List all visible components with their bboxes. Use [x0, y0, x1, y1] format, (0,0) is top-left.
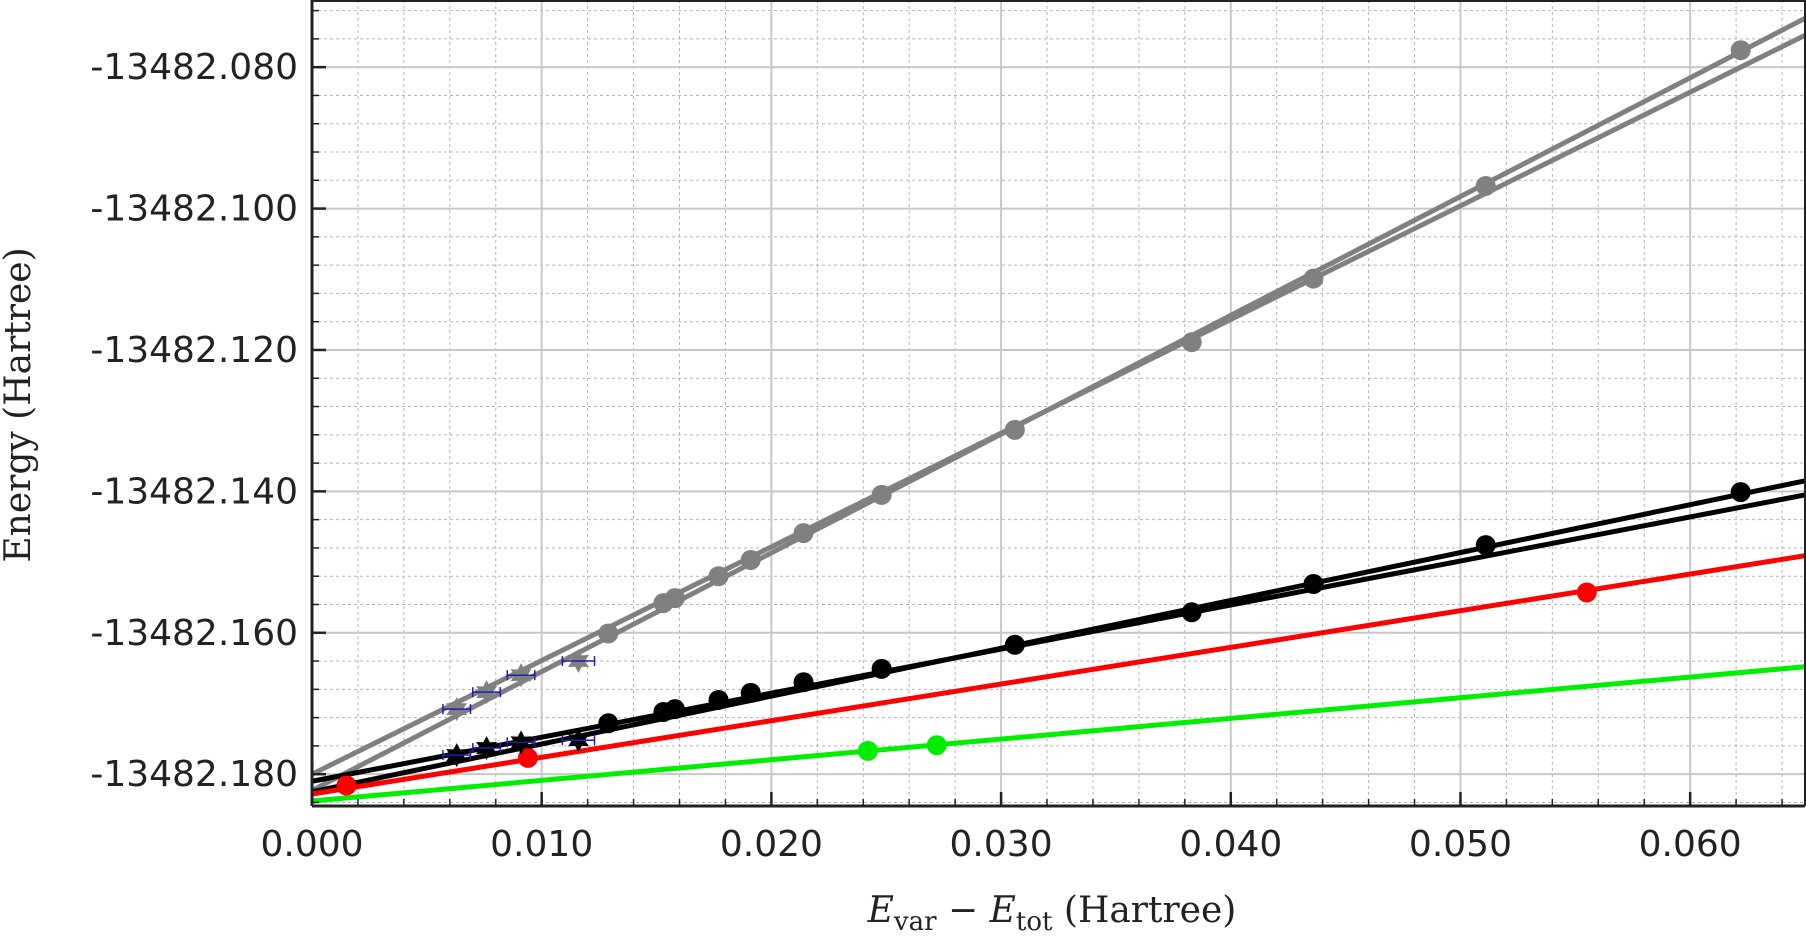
green-points-point	[857, 740, 878, 761]
black-points-point	[1475, 535, 1496, 556]
grid	[311, 0, 1805, 806]
gray-points-fit-line	[310, 33, 1806, 777]
red-points-point	[1576, 582, 1597, 603]
gray-points-point	[1303, 268, 1324, 289]
fit-lines	[310, 16, 1806, 804]
gray-points-point	[1004, 419, 1025, 440]
x-label-sub-tot: tot	[1016, 907, 1053, 935]
gray-points-point	[1181, 332, 1202, 353]
black-points-point	[793, 672, 814, 693]
y-tick-label: -13482.140	[90, 471, 298, 512]
gray-points-point	[740, 549, 761, 570]
red-points-point	[517, 747, 538, 768]
x-tick-label: 0.050	[1409, 824, 1512, 865]
x-tick-label: 0.030	[950, 824, 1053, 865]
x-tick-label: 0.060	[1639, 824, 1742, 865]
black-points-point	[740, 682, 761, 703]
data-markers	[336, 40, 1751, 796]
tick-labels: 0.000 0.010 0.020 0.030 0.040 0.050 0.060 -1348…	[90, 47, 1741, 865]
black-points-fit-line	[311, 492, 1806, 784]
x-label-minus: −	[937, 890, 990, 931]
y-tick-label: -13482.120	[90, 330, 298, 371]
gray-points-point	[653, 593, 674, 614]
green-points-point	[926, 735, 947, 756]
black-points-point	[598, 713, 619, 734]
x-label-energy-var: E	[867, 890, 894, 931]
gray-points-point	[871, 484, 892, 505]
black-points-point	[1303, 573, 1324, 594]
x-axis-label: Evar − Etot (Hartree)	[867, 890, 1237, 935]
axes	[310, 0, 1806, 808]
gray-points-point	[708, 566, 729, 587]
gray-points-point	[1730, 40, 1751, 61]
y-tick-label: -13482.100	[90, 189, 298, 230]
y-tick-label: -13482.080	[90, 47, 298, 88]
green-points-fit-line	[311, 664, 1806, 804]
black-points-point	[1181, 602, 1202, 623]
gray-points-point	[1475, 175, 1496, 196]
gray-points-point	[598, 623, 619, 644]
black-points-point	[1730, 482, 1751, 503]
x-label-sub-var: var	[893, 907, 937, 935]
x-tick-label: 0.000	[260, 824, 363, 865]
gray-points-point	[793, 523, 814, 544]
y-axis-label: Energy (Hartree)	[0, 247, 39, 562]
y-tick-label: -13482.180	[90, 754, 298, 795]
black-points-point	[1004, 634, 1025, 655]
x-tick-label: 0.040	[1179, 824, 1282, 865]
red-points-point	[336, 775, 357, 796]
black-points-point	[871, 658, 892, 679]
black-points-point	[653, 701, 674, 722]
x-tick-label: 0.010	[490, 824, 593, 865]
x-label-unit: (Hartree)	[1052, 890, 1236, 931]
y-tick-label: -13482.160	[90, 613, 298, 654]
x-label-energy-tot: E	[989, 890, 1016, 931]
red-points-fit-line	[311, 553, 1806, 797]
black-points-point	[708, 689, 729, 710]
x-tick-label: 0.020	[720, 824, 823, 865]
